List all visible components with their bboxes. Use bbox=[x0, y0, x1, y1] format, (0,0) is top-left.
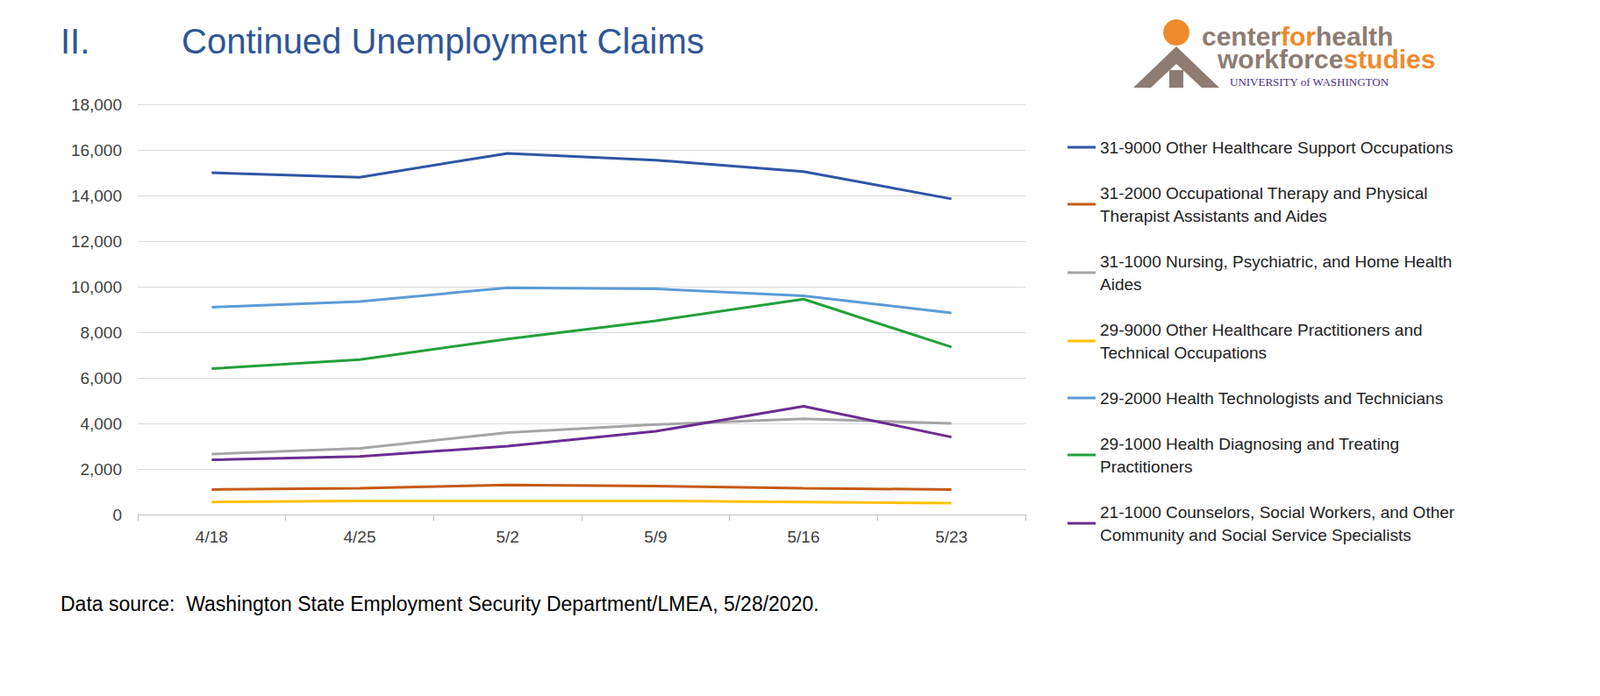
svg-text:Community and Social Service S: Community and Social Service Specialists bbox=[1100, 526, 1412, 545]
svg-text:14,000: 14,000 bbox=[71, 186, 122, 206]
svg-text:16,000: 16,000 bbox=[71, 141, 122, 160]
svg-text:UNIVERSITY of WASHINGTON: UNIVERSITY of WASHINGTON bbox=[1229, 75, 1390, 89]
svg-text:4/18: 4/18 bbox=[195, 528, 229, 547]
svg-text:Continued Unemployment Claims: Continued Unemployment Claims bbox=[181, 21, 705, 61]
svg-text:31-2000 Occupational Therapy a: 31-2000 Occupational Therapy and Physica… bbox=[1100, 184, 1433, 203]
svg-text:2,000: 2,000 bbox=[79, 460, 122, 479]
svg-text:6,000: 6,000 bbox=[79, 369, 122, 388]
svg-text:8,000: 8,000 bbox=[79, 323, 122, 343]
svg-text:4/25: 4/25 bbox=[343, 528, 377, 547]
html-text:center for health: center for health bbox=[1201, 21, 1394, 51]
svg-text:29-9000 Other Healthcare Pract: 29-9000 Other Healthcare Practitioners a… bbox=[1100, 321, 1428, 340]
svg-text:10,000: 10,000 bbox=[71, 278, 122, 297]
svg-text:18,000: 18,000 bbox=[71, 95, 122, 115]
svg-text:12,000: 12,000 bbox=[71, 232, 122, 251]
svg-text:Data source: Washington State: Data source: Washington State Employment… bbox=[60, 592, 820, 616]
svg-text:31-9000 Other Healthcare Suppo: 31-9000 Other Healthcare Support Occupat… bbox=[1100, 138, 1453, 158]
svg-text:Practitioners: Practitioners bbox=[1100, 457, 1193, 477]
svg-text:4,000: 4,000 bbox=[79, 414, 122, 434]
svg-text:5/9: 5/9 bbox=[643, 528, 667, 547]
svg-text:5/2: 5/2 bbox=[495, 528, 519, 547]
svg-text:5/23: 5/23 bbox=[935, 528, 968, 547]
svg-text:studies: studies bbox=[1342, 44, 1436, 74]
svg-text:5/16: 5/16 bbox=[787, 528, 821, 547]
svg-text:29-2000 Health Technologists a: 29-2000 Health Technologists and Technic… bbox=[1100, 389, 1443, 408]
svg-text:Therapist Assistants and Aides: Therapist Assistants and Aides bbox=[1100, 207, 1328, 226]
svg-text:II.: II. bbox=[60, 21, 90, 61]
svg-text:29-1000 Health Diagnosing and: 29-1000 Health Diagnosing and Treating bbox=[1100, 435, 1404, 454]
svg-text:Aides: Aides bbox=[1100, 275, 1143, 294]
svg-text:21-1000 Counselors, Social Wor: 21-1000 Counselors, Social Workers, and … bbox=[1100, 503, 1459, 522]
svg-text:workforce: workforce bbox=[1216, 44, 1343, 74]
svg-text:31-1000 Nursing, Psychiatric,: 31-1000 Nursing, Psychiatric, and Home H… bbox=[1100, 252, 1458, 272]
svg-text:Technical Occupations: Technical Occupations bbox=[1100, 343, 1267, 363]
svg-text:0: 0 bbox=[112, 506, 122, 525]
